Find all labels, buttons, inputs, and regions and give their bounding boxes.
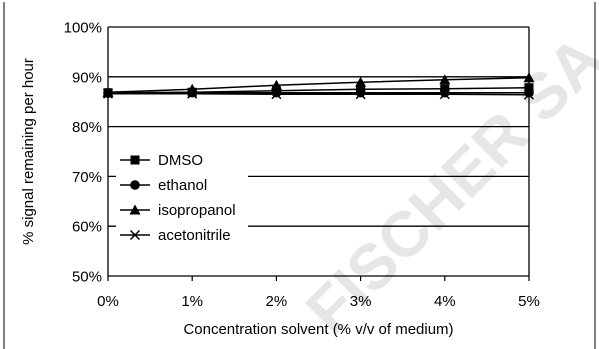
axis-layer: 50% 60% 70% 80% 90% 100% 0% 1% 2% 3% 4% 5% Concentra…	[20, 20, 540, 339]
y-tick-label: 70%	[72, 169, 102, 186]
legend-item-isopropanol: isopropanol	[120, 202, 236, 219]
legend-label-ethanol: ethanol	[158, 177, 207, 194]
data-point-ethanol	[440, 87, 450, 98]
legend-marker-acetonitrile	[129, 229, 141, 241]
legend-item-ethanol: ethanol	[120, 177, 207, 194]
legend-marker-ethanol	[130, 180, 140, 190]
x-tick-label: 5%	[518, 293, 540, 310]
y-tick-label: 80%	[72, 119, 102, 136]
x-tick-label: 1%	[181, 293, 203, 310]
y-axis-title: % signal remaining per hour	[20, 58, 37, 245]
legend-marker-dmso	[130, 155, 140, 165]
x-tick-label: 4%	[434, 293, 456, 310]
data-point-acetonitrile	[439, 89, 450, 100]
legend: DMSO ethanol isopropanol acetonitrile	[116, 147, 248, 249]
series-line-isopropanol	[107, 77, 530, 93]
series-line-acetonitrile	[108, 92, 530, 96]
legend-label-isopropanol: isopropanol	[158, 202, 236, 219]
y-tick-label: 90%	[72, 69, 102, 86]
x-tick-label: 0%	[97, 293, 119, 310]
data-point-acetonitrile	[271, 89, 282, 100]
x-tick-label: 2%	[266, 293, 288, 310]
data-point-ethanol	[271, 87, 282, 98]
legend-item-acetonitrile: acetonitrile	[120, 227, 231, 244]
legend-label-acetonitrile: acetonitrile	[158, 227, 231, 244]
y-tick-label: 60%	[72, 219, 102, 236]
legend-label-dmso: DMSO	[158, 152, 203, 169]
data-point-isopropanol	[270, 79, 282, 90]
data-point-ethanol	[355, 87, 366, 98]
legend-marker-isopropanol	[129, 204, 141, 215]
y-tick-label: 100%	[64, 20, 102, 37]
x-axis-title: Concentration solvent (% v/v of medium)	[183, 321, 453, 338]
data-point-acetonitrile	[355, 89, 366, 100]
y-tick-label: 50%	[72, 269, 102, 286]
x-tick-label: 3%	[350, 293, 372, 310]
legend-item-dmso: DMSO	[120, 152, 203, 169]
data-point-isopropanol	[355, 76, 367, 87]
data-point-isopropanol	[439, 74, 451, 85]
data-point-acetonitrile	[187, 88, 198, 99]
